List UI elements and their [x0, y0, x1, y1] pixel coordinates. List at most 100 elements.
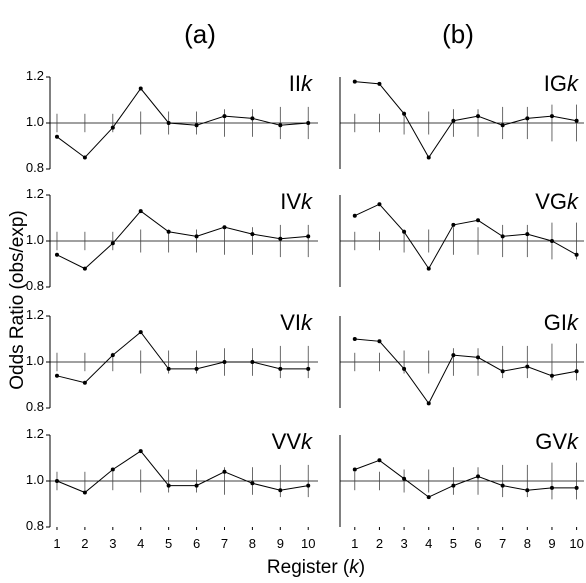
y-tick-label: 1.2	[26, 68, 44, 83]
data-point	[138, 449, 143, 454]
data-point	[194, 234, 199, 239]
data-point	[54, 134, 59, 139]
panel-title: IGk	[544, 71, 579, 96]
data-point	[306, 234, 311, 239]
data-point	[166, 229, 171, 234]
y-tick-label: 0.8	[26, 518, 44, 533]
data-point	[278, 488, 283, 493]
data-point	[110, 125, 115, 130]
data-point	[352, 467, 357, 472]
data-point	[306, 483, 311, 488]
data-point	[222, 469, 227, 474]
panel-title: IIk	[289, 71, 313, 96]
data-point	[525, 116, 530, 121]
data-point	[166, 483, 171, 488]
data-point	[166, 366, 171, 371]
x-tick-label: 5	[450, 536, 457, 551]
data-point	[574, 369, 579, 374]
data-point	[476, 474, 481, 479]
data-point	[54, 252, 59, 257]
y-tick-label: 1.0	[26, 472, 44, 487]
data-point	[377, 202, 382, 207]
x-tick-label: 3	[109, 536, 116, 551]
data-line	[354, 203, 577, 270]
data-point	[278, 123, 283, 128]
data-point	[82, 380, 87, 385]
x-tick-label: 10	[301, 536, 315, 551]
data-point	[250, 481, 255, 486]
data-line	[56, 450, 309, 494]
panel-title: VIk	[280, 310, 313, 335]
x-axis-label: Register (k)	[267, 557, 365, 578]
column-label: (b)	[442, 19, 474, 49]
data-point	[377, 81, 382, 86]
data-point	[194, 366, 199, 371]
data-point	[352, 337, 357, 341]
panel-title: GVk	[535, 429, 579, 454]
panel-title: VVk	[272, 429, 313, 454]
data-point	[426, 495, 431, 500]
data-point	[549, 239, 554, 243]
column-label: (a)	[184, 19, 216, 49]
y-tick-label: 1.2	[26, 426, 44, 441]
data-point	[377, 458, 382, 463]
data-point	[250, 116, 255, 121]
x-tick-label: 5	[165, 536, 172, 551]
x-tick-label: 4	[137, 536, 144, 551]
x-tick-label: 2	[376, 536, 383, 551]
data-line	[56, 210, 309, 270]
y-tick-label: 1.2	[26, 186, 44, 201]
x-tick-label: 8	[249, 536, 256, 551]
data-point	[525, 364, 530, 369]
x-tick-label: 3	[400, 536, 407, 551]
data-point	[451, 118, 456, 123]
data-point	[574, 485, 579, 490]
y-axis-label: Odds Ratio (obs/exp)	[7, 210, 28, 390]
x-tick-label: 1	[53, 536, 60, 551]
x-tick-label: 9	[548, 536, 555, 551]
data-point	[402, 111, 407, 116]
data-point	[194, 123, 199, 128]
data-point	[402, 476, 407, 481]
data-line	[354, 459, 577, 498]
data-point	[352, 213, 357, 218]
data-point	[138, 86, 143, 91]
x-tick-label: 4	[425, 536, 432, 551]
data-point	[82, 155, 87, 160]
data-point	[451, 483, 456, 488]
data-point	[476, 114, 481, 119]
data-point	[476, 218, 481, 223]
data-point	[110, 467, 115, 472]
x-tick-label: 2	[81, 536, 88, 551]
data-point	[500, 234, 505, 239]
data-point	[451, 222, 456, 227]
y-tick-label: 0.8	[26, 278, 44, 293]
data-point	[278, 366, 283, 371]
data-point	[574, 252, 579, 257]
data-point	[426, 401, 431, 406]
data-point	[549, 114, 554, 119]
panel-title: VGk	[535, 189, 579, 214]
data-line	[354, 81, 577, 159]
data-point	[500, 369, 505, 374]
data-point	[402, 229, 407, 234]
data-point	[549, 485, 554, 490]
data-line	[354, 338, 577, 405]
y-tick-label: 1.0	[26, 232, 44, 247]
x-tick-label: 6	[474, 536, 481, 551]
data-point	[166, 121, 171, 125]
data-point	[377, 339, 382, 344]
data-point	[500, 123, 505, 128]
y-tick-label: 1.0	[26, 353, 44, 368]
data-point	[250, 360, 255, 364]
data-point	[250, 232, 255, 237]
data-point	[451, 353, 456, 358]
y-tick-label: 1.2	[26, 307, 44, 322]
data-point	[82, 490, 87, 495]
data-point	[194, 483, 199, 488]
y-tick-label: 1.0	[26, 114, 44, 129]
x-tick-label: 10	[569, 536, 583, 551]
data-point	[402, 366, 407, 371]
data-point	[549, 373, 554, 378]
